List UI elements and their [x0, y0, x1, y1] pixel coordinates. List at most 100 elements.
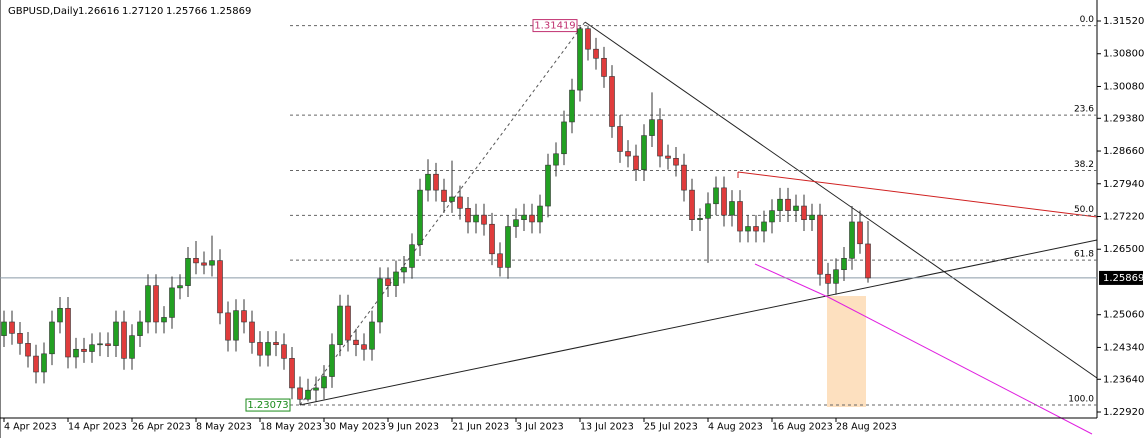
- fib-label: 61.8: [1074, 250, 1094, 260]
- candle-body: [457, 196, 463, 209]
- candle-body: [641, 135, 647, 170]
- candle-body: [841, 258, 847, 270]
- candle-body: [449, 196, 455, 202]
- fib-label: 38.2: [1074, 160, 1094, 170]
- candle-body: [497, 253, 503, 268]
- candle-body: [857, 221, 863, 245]
- x-tick-label: 21 Jun 2023: [452, 422, 509, 433]
- candle-body: [649, 119, 655, 136]
- candle-body: [777, 198, 783, 211]
- candle-body: [153, 285, 159, 323]
- candle-body: [585, 28, 591, 50]
- candle-body: [249, 321, 255, 343]
- swing-low-label: 1.23073: [247, 400, 288, 411]
- candle-body: [217, 260, 223, 314]
- candle-body: [393, 271, 399, 286]
- x-tick-label: 13 Jul 2023: [580, 422, 634, 433]
- y-tick-label: 1.24340: [1103, 342, 1144, 353]
- candle-body: [9, 321, 15, 334]
- candle-body: [97, 343, 103, 346]
- candle-body: [513, 219, 519, 227]
- fib-label: 23.6: [1074, 105, 1094, 115]
- candle-body: [145, 285, 151, 323]
- candle-body: [321, 376, 327, 389]
- candle-body: [505, 226, 511, 268]
- y-tick-label: 1.28660: [1103, 146, 1144, 157]
- swing-high-label: 1.31419: [534, 21, 575, 32]
- candle-body: [25, 343, 31, 357]
- x-tick-label: 26 Apr 2023: [132, 422, 191, 433]
- candle-body: [265, 342, 271, 356]
- candle-body: [561, 121, 567, 155]
- candle-body: [409, 244, 415, 268]
- candle-body: [569, 89, 575, 123]
- candle-body: [81, 348, 87, 352]
- candle-body: [385, 278, 391, 286]
- x-tick-label: 30 May 2023: [324, 422, 386, 433]
- candle-body: [745, 226, 751, 232]
- candle-body: [729, 201, 735, 216]
- candle-body: [673, 158, 679, 166]
- candle-body: [121, 321, 127, 359]
- candle-body: [233, 310, 239, 341]
- candle-body: [809, 214, 815, 220]
- last-price-box: [1099, 270, 1143, 285]
- y-tick-label: 1.23640: [1103, 374, 1144, 385]
- candle-body: [625, 151, 631, 157]
- candle-body: [361, 344, 367, 350]
- candle-body: [689, 189, 695, 220]
- candle-body: [353, 339, 359, 346]
- y-tick-label: 1.29380: [1103, 113, 1144, 124]
- swing-high-box: [532, 19, 578, 33]
- fib-label: 0.0: [1080, 15, 1095, 25]
- x-tick-label: 4 Aug 2023: [708, 422, 763, 433]
- y-tick-label: 1.27220: [1103, 212, 1144, 223]
- x-tick-label: 9 Jun 2023: [388, 422, 439, 433]
- candle-body: [113, 321, 119, 346]
- candle-body: [241, 310, 247, 323]
- x-tick-label: 16 Aug 2023: [772, 422, 833, 433]
- candle-body: [489, 223, 495, 255]
- candle-body: [273, 342, 279, 346]
- candle-body: [633, 155, 639, 170]
- trendline: [737, 171, 1098, 218]
- ohlc-low: 1.25766: [166, 6, 207, 17]
- candle-body: [705, 203, 711, 219]
- swing-low-box: [245, 398, 291, 412]
- fib-label: 100.0: [1068, 395, 1094, 405]
- candle-body: [785, 198, 791, 211]
- candle-body: [329, 344, 335, 377]
- candle-body: [65, 308, 71, 358]
- candle-body: [425, 173, 431, 191]
- candle-body: [833, 269, 839, 284]
- y-tick-label: 1.30800: [1103, 49, 1144, 60]
- candle-body: [657, 119, 663, 157]
- candle-body: [345, 305, 351, 341]
- fib-label: 50.0: [1074, 205, 1094, 215]
- candle-body: [849, 221, 855, 259]
- candle-body: [209, 260, 215, 266]
- candle-body: [529, 214, 535, 223]
- candle-body: [169, 287, 175, 318]
- x-tick-label: 18 May 2023: [260, 422, 322, 433]
- candle-body: [577, 28, 583, 91]
- candle-body: [257, 342, 263, 356]
- trendline: [299, 239, 1098, 406]
- candle-body: [297, 387, 303, 400]
- candle-body: [769, 210, 775, 223]
- candle-body: [401, 267, 407, 273]
- candle-body: [49, 321, 55, 355]
- candle-body: [697, 218, 703, 220]
- x-tick-label: 8 May 2023: [196, 422, 252, 433]
- candle-body: [537, 205, 543, 223]
- symbol: GBPUSD,Daily: [8, 6, 79, 17]
- candle-body: [225, 312, 231, 341]
- candle-body: [553, 153, 559, 166]
- x-tick-label: 14 Apr 2023: [68, 422, 127, 433]
- y-tick-label: 1.27940: [1103, 179, 1144, 190]
- candle-body: [481, 214, 487, 225]
- candle-body: [313, 387, 319, 391]
- candle-body: [17, 333, 23, 344]
- candle-body: [433, 173, 439, 191]
